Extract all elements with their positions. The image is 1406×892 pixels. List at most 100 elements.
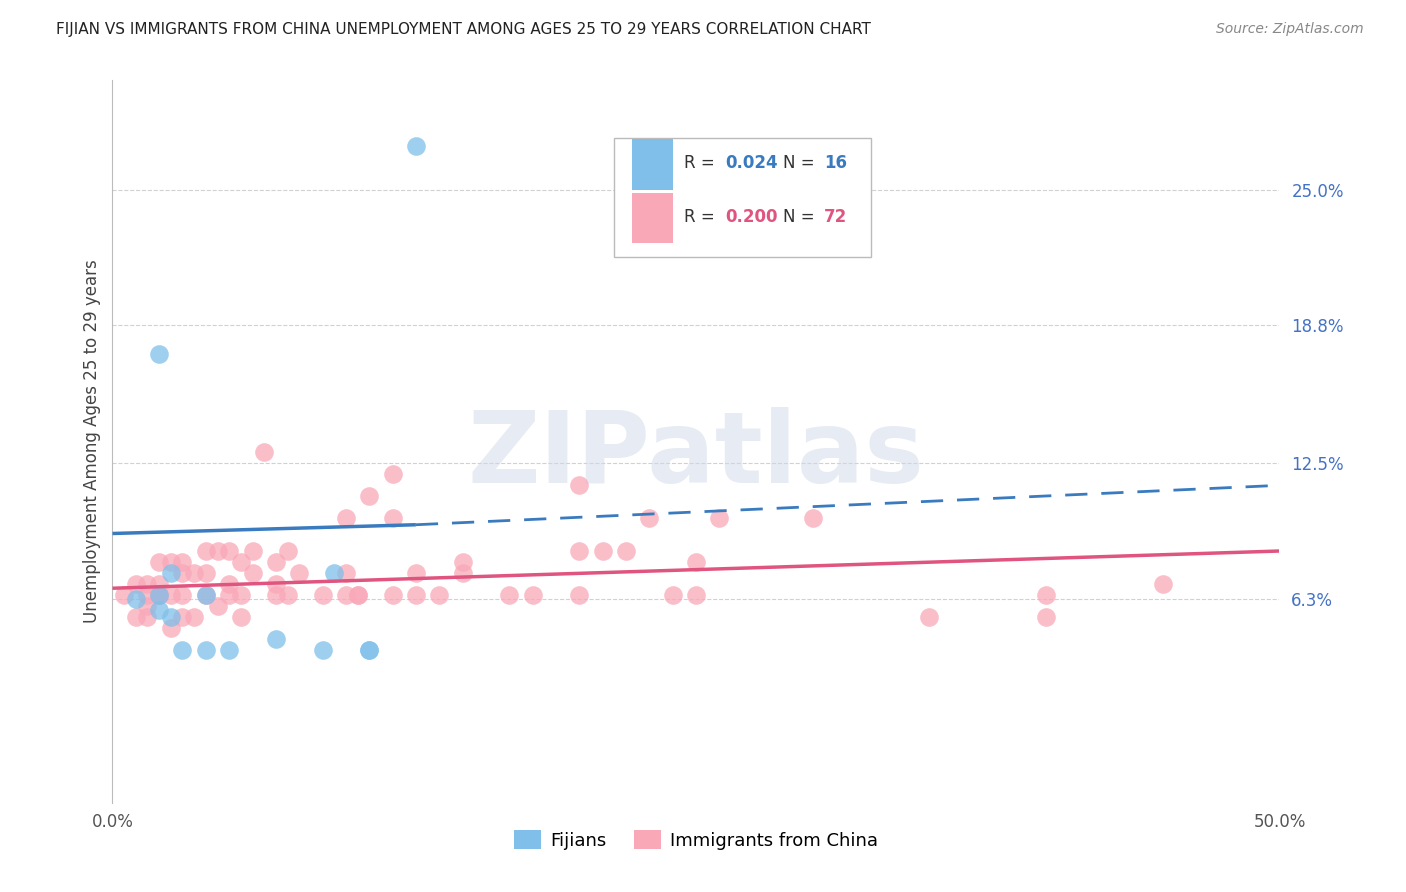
Text: 72: 72 — [824, 208, 848, 226]
Point — [685, 555, 707, 569]
Point — [148, 555, 170, 569]
Point — [264, 577, 287, 591]
Point — [451, 555, 474, 569]
Point — [172, 555, 194, 569]
Text: N =: N = — [783, 154, 820, 172]
Legend: Fijians, Immigrants from China: Fijians, Immigrants from China — [505, 822, 887, 859]
Point — [194, 588, 217, 602]
Point — [918, 609, 941, 624]
Point — [346, 588, 368, 602]
Point — [522, 588, 544, 602]
Point — [183, 609, 205, 624]
Point — [148, 588, 170, 602]
Point — [125, 577, 148, 591]
Point — [276, 588, 298, 602]
Point — [568, 478, 591, 492]
Point — [183, 566, 205, 580]
Point — [614, 544, 637, 558]
Point — [229, 609, 252, 624]
Point — [381, 588, 404, 602]
Point — [335, 566, 357, 580]
Point — [359, 642, 381, 657]
Text: 0.024: 0.024 — [725, 154, 778, 172]
Point — [148, 588, 170, 602]
FancyBboxPatch shape — [614, 138, 872, 257]
Point — [125, 592, 148, 607]
Point — [242, 544, 264, 558]
Point — [1152, 577, 1174, 591]
Point — [685, 588, 707, 602]
Point — [311, 588, 333, 602]
Point — [242, 566, 264, 580]
Point — [160, 621, 183, 635]
Point — [172, 609, 194, 624]
Point — [112, 588, 135, 602]
Point — [136, 588, 159, 602]
Point — [207, 544, 229, 558]
Point — [1035, 588, 1057, 602]
Point — [160, 555, 183, 569]
Point — [194, 544, 217, 558]
Point — [160, 566, 183, 580]
Point — [1035, 609, 1057, 624]
Point — [359, 642, 381, 657]
Point — [218, 642, 240, 657]
Text: 16: 16 — [824, 154, 848, 172]
FancyBboxPatch shape — [631, 139, 672, 190]
Point — [801, 511, 824, 525]
Text: Source: ZipAtlas.com: Source: ZipAtlas.com — [1216, 22, 1364, 37]
Point — [288, 566, 311, 580]
Point — [568, 588, 591, 602]
Point — [264, 588, 287, 602]
Point — [148, 588, 170, 602]
Point — [346, 588, 368, 602]
Point — [638, 511, 661, 525]
Point — [172, 566, 194, 580]
Point — [125, 609, 148, 624]
Point — [253, 445, 276, 459]
Point — [335, 588, 357, 602]
Point — [194, 566, 217, 580]
Point — [323, 566, 346, 580]
Point — [264, 555, 287, 569]
Point — [218, 544, 240, 558]
Point — [661, 588, 683, 602]
Point — [592, 544, 614, 558]
Point — [381, 467, 404, 482]
Point — [405, 566, 427, 580]
Point — [381, 511, 404, 525]
Point — [264, 632, 287, 646]
Point — [218, 588, 240, 602]
Text: R =: R = — [685, 208, 720, 226]
Point — [136, 599, 159, 613]
Point — [276, 544, 298, 558]
Point — [405, 139, 427, 153]
Text: N =: N = — [783, 208, 820, 226]
Point — [172, 588, 194, 602]
Point — [160, 588, 183, 602]
Point — [148, 577, 170, 591]
Point — [194, 642, 217, 657]
Point — [229, 588, 252, 602]
Point — [427, 588, 450, 602]
Point — [359, 489, 381, 503]
Point — [207, 599, 229, 613]
Y-axis label: Unemployment Among Ages 25 to 29 years: Unemployment Among Ages 25 to 29 years — [83, 260, 101, 624]
Point — [405, 588, 427, 602]
Point — [136, 577, 159, 591]
Point — [136, 609, 159, 624]
Point — [229, 555, 252, 569]
Point — [311, 642, 333, 657]
Text: R =: R = — [685, 154, 720, 172]
Point — [498, 588, 520, 602]
Text: FIJIAN VS IMMIGRANTS FROM CHINA UNEMPLOYMENT AMONG AGES 25 TO 29 YEARS CORRELATI: FIJIAN VS IMMIGRANTS FROM CHINA UNEMPLOY… — [56, 22, 872, 37]
Point — [568, 544, 591, 558]
Point — [160, 609, 183, 624]
Point — [148, 347, 170, 361]
Point — [194, 588, 217, 602]
Text: 0.200: 0.200 — [725, 208, 778, 226]
Point — [172, 642, 194, 657]
Point — [148, 603, 170, 617]
Point — [451, 566, 474, 580]
Point — [218, 577, 240, 591]
